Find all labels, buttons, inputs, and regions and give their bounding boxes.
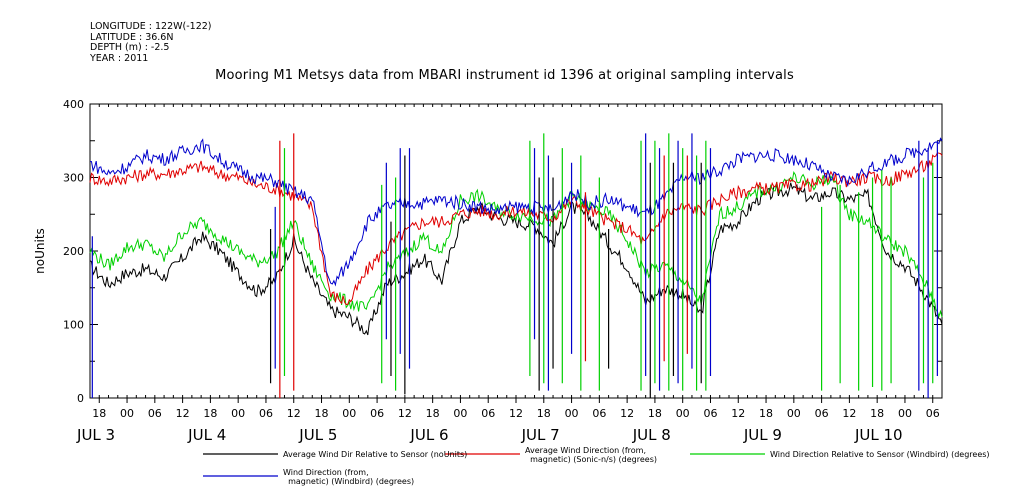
x-hour-tick-label: 18	[648, 407, 662, 420]
x-hour-tick-label: 18	[315, 407, 329, 420]
y-tick-label: 100	[63, 319, 84, 332]
x-hour-tick-label: 00	[120, 407, 134, 420]
x-hour-tick-label: 12	[731, 407, 745, 420]
y-tick-label: 300	[63, 172, 84, 185]
x-hour-tick-label: 06	[815, 407, 829, 420]
y-axis-label: noUnits	[33, 228, 47, 274]
x-hour-tick-label: 18	[426, 407, 440, 420]
series-line-3	[89, 137, 943, 287]
x-hour-tick-label: 06	[148, 407, 162, 420]
x-hour-tick-label: 18	[870, 407, 884, 420]
series-line-1	[89, 152, 943, 306]
x-day-label: JUL 7	[521, 426, 560, 444]
x-hour-tick-label: 06	[926, 407, 940, 420]
x-hour-tick-label: 12	[842, 407, 856, 420]
longitude-text: LONGITUDE : 122W(-122)	[90, 21, 212, 32]
x-day-label: JUL 10	[854, 426, 903, 444]
chart-title: Mooring M1 Metsys data from MBARI instru…	[215, 68, 794, 83]
x-hour-tick-label: 12	[509, 407, 523, 420]
series-line-0	[89, 182, 943, 336]
x-hour-tick-label: 06	[370, 407, 384, 420]
x-hour-tick-label: 06	[259, 407, 273, 420]
x-hour-tick-label: 18	[203, 407, 217, 420]
x-hour-tick-label: 12	[287, 407, 301, 420]
x-hour-tick-label: 00	[787, 407, 801, 420]
latitude-text: LATITUDE : 36.6N	[90, 31, 174, 43]
x-hour-tick-label: 06	[592, 407, 606, 420]
x-day-label: JUL 9	[743, 426, 782, 444]
x-day-label: JUL 6	[409, 426, 448, 444]
metadata-block: LONGITUDE : 122W(-122) LATITUDE : 36.6N …	[90, 21, 212, 64]
x-hour-tick-label: 00	[231, 407, 245, 420]
y-tick-label: 0	[77, 392, 84, 405]
x-day-label: JUL 8	[632, 426, 671, 444]
x-hour-tick-label: 18	[92, 407, 106, 420]
x-hour-tick-label: 18	[759, 407, 773, 420]
x-hour-tick-label: 12	[176, 407, 190, 420]
x-day-label: JUL 3	[76, 426, 115, 444]
x-day-label: JUL 4	[187, 426, 226, 444]
year-text: YEAR : 2011	[90, 52, 149, 64]
x-hour-tick-label: 12	[398, 407, 412, 420]
series-line-2	[89, 170, 943, 319]
depth-text: DEPTH (m) : -2.5	[90, 42, 170, 53]
x-hour-tick-label: 06	[703, 407, 717, 420]
x-hour-tick-label: 00	[676, 407, 690, 420]
x-hour-tick-label: 18	[537, 407, 551, 420]
x-hour-tick-label: 12	[620, 407, 634, 420]
x-day-label: JUL 5	[298, 426, 337, 444]
x-hour-tick-label: 00	[453, 407, 467, 420]
y-tick-label: 200	[63, 245, 84, 258]
x-hour-tick-label: 00	[565, 407, 579, 420]
x-hour-tick-label: 06	[481, 407, 495, 420]
x-hour-tick-label: 00	[898, 407, 912, 420]
y-tick-label: 400	[63, 98, 84, 111]
x-hour-tick-label: 00	[342, 407, 356, 420]
